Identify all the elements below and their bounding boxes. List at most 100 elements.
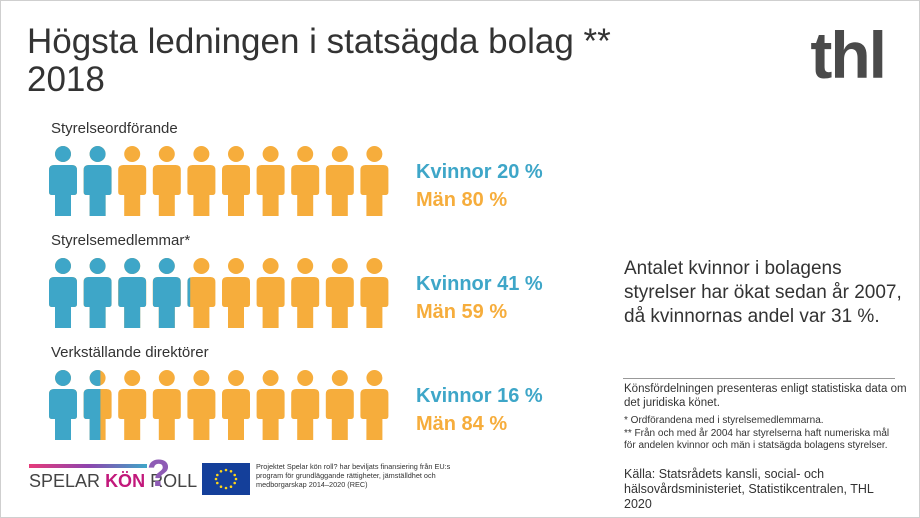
icon-body	[325, 277, 354, 328]
icon-head	[158, 146, 175, 162]
icon-head	[297, 258, 314, 274]
value-label: Män 59 %	[416, 301, 507, 323]
men-icons	[49, 370, 389, 440]
icon-head	[124, 146, 141, 162]
title-year: 2018	[27, 60, 105, 99]
icon-body	[49, 389, 77, 440]
icon-head	[331, 146, 348, 162]
icon-body	[152, 165, 181, 216]
icon-head	[89, 370, 101, 386]
icon-head	[89, 258, 106, 274]
icon-head	[89, 146, 106, 162]
icon-body	[256, 277, 285, 328]
icon-body	[360, 277, 389, 328]
icon-head	[228, 370, 244, 386]
logo-word: SPELAR	[29, 471, 101, 491]
icon-body	[360, 389, 389, 440]
icon-body	[118, 389, 147, 440]
icon-head	[331, 370, 348, 386]
logo-mark: ?	[147, 453, 171, 495]
title-line: Högsta ledningen i statsägda bolag **	[27, 22, 611, 61]
icon-body	[291, 389, 320, 440]
icon-body	[222, 277, 250, 328]
icon-body	[49, 165, 77, 216]
women-icon	[152, 258, 181, 328]
women-icon	[49, 370, 77, 440]
icon-head	[262, 258, 279, 274]
women-icon	[83, 258, 112, 328]
women-icon	[83, 146, 112, 216]
women-icons	[49, 370, 101, 440]
women-icon	[118, 258, 147, 328]
note: Könsfördelningen presenteras enligt stat…	[624, 383, 907, 409]
women-icon	[83, 370, 101, 440]
icon-head	[158, 370, 175, 386]
icon-head	[228, 146, 244, 162]
side-text: Antalet kvinnor i bolagens styrelser har…	[624, 258, 902, 327]
icon-body	[49, 277, 77, 328]
logo-bar	[29, 464, 147, 468]
icon-body	[187, 277, 216, 328]
value-label: Män 84 %	[416, 413, 507, 435]
title: Högsta ledningen i statsägda bolag ** 201…	[27, 23, 611, 99]
icon-body	[222, 389, 250, 440]
footnote: * Ordförandena med i styrelsemedlemmarna…	[624, 415, 824, 426]
source: Källa: Statsrådets kansli, social- och h…	[624, 467, 874, 511]
women-icon	[49, 258, 77, 328]
icon-body	[325, 165, 354, 216]
value-label: Kvinnor 41 %	[416, 273, 543, 295]
icon-head	[55, 146, 71, 162]
icon-body	[256, 389, 285, 440]
icon-head	[193, 146, 210, 162]
women-icons	[49, 258, 191, 328]
women-icon	[49, 146, 77, 216]
eu-text: Projektet Spelar kön roll? har beviljats…	[256, 462, 451, 489]
icon-head	[158, 258, 175, 274]
icon-head	[124, 370, 141, 386]
icon-body	[256, 165, 285, 216]
icon-body	[325, 389, 354, 440]
icon-body	[118, 165, 147, 216]
logo: thl	[810, 18, 887, 92]
icon-head	[228, 258, 244, 274]
logo-word: ROLL	[150, 471, 198, 491]
icon-body	[187, 165, 216, 216]
icon-head	[366, 258, 383, 274]
icon-head	[55, 258, 71, 274]
icon-body	[118, 277, 147, 328]
category-label: Styrelseordförande	[51, 120, 178, 137]
icon-head	[193, 370, 210, 386]
icon-body	[360, 165, 389, 216]
category-label: Verkställande direktörer	[51, 344, 209, 361]
value-label: Kvinnor 20 %	[416, 161, 543, 183]
icon-body	[291, 165, 320, 216]
icon-head	[297, 370, 314, 386]
project-logo: SPELAR KÖN ROLL	[29, 471, 197, 492]
icon-body	[152, 389, 181, 440]
icon-body	[187, 389, 216, 440]
icon-body	[222, 165, 250, 216]
eu-flag	[202, 463, 250, 495]
icon-head	[124, 258, 141, 274]
icon-head	[297, 146, 314, 162]
footnote: ** Från och med år 2004 har styrelserna …	[624, 428, 890, 451]
women-icons	[49, 146, 112, 216]
icon-body	[291, 277, 320, 328]
logo-word: KÖN	[105, 471, 146, 491]
icon-body	[83, 389, 101, 440]
value-label: Män 80 %	[416, 189, 507, 211]
icon-head	[55, 370, 71, 386]
value-label: Kvinnor 16 %	[416, 385, 543, 407]
icon-body	[83, 277, 112, 328]
icon-head	[262, 370, 279, 386]
divider	[623, 378, 895, 379]
icon-body	[152, 277, 181, 328]
icon-head	[331, 258, 348, 274]
category-label: Styrelsemedlemmar*	[51, 232, 190, 249]
icon-head	[366, 370, 383, 386]
women-icon	[187, 277, 191, 307]
icon-head	[366, 146, 383, 162]
icon-head	[193, 258, 210, 274]
pictogram-chart: Styrelseordförande Kvinnor 20 % Män 80 % St…	[49, 120, 543, 440]
